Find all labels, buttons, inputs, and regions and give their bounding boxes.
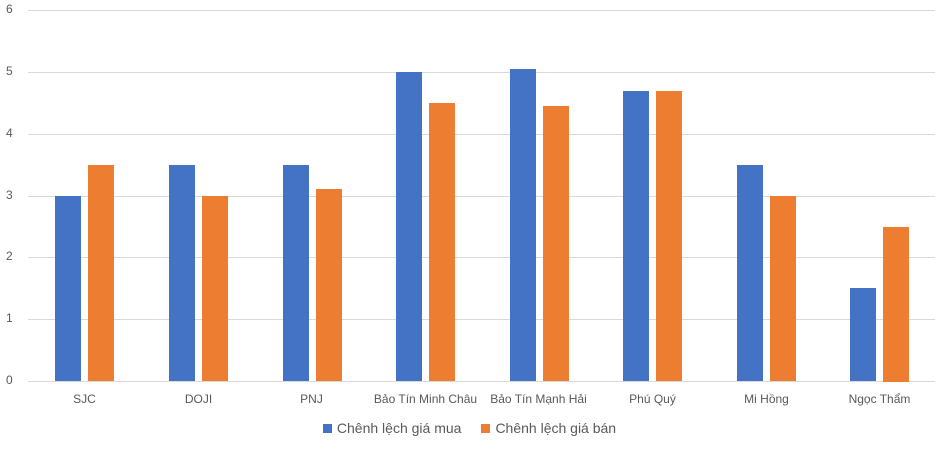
bar-buy	[55, 196, 81, 381]
x-tick-label: Mi Hồng	[744, 392, 789, 406]
legend-label: Chênh lệch giá bán	[495, 420, 617, 436]
y-tick-label: 1	[6, 311, 13, 325]
bar-buy	[396, 72, 422, 381]
gridline	[28, 257, 935, 258]
bar-sell	[883, 227, 909, 382]
y-tick-label: 3	[6, 188, 13, 202]
bar-buy	[850, 288, 876, 381]
bar-sell	[770, 196, 796, 381]
x-tick-label: PNJ	[300, 392, 323, 406]
y-tick-label: 4	[6, 126, 13, 140]
gridline	[28, 10, 935, 11]
legend: Chênh lệch giá mua Chênh lệch giá bán	[0, 420, 939, 436]
x-tick-label: DOJI	[184, 392, 213, 406]
bar-sell	[656, 91, 682, 381]
legend-swatch-icon	[322, 423, 332, 433]
bar-buy	[623, 91, 649, 381]
gridline	[28, 196, 935, 197]
gridline	[28, 381, 935, 382]
x-tick-label: SJC	[73, 392, 96, 406]
y-tick-label: 5	[6, 64, 13, 78]
y-tick-label: 0	[6, 373, 13, 387]
gridline	[28, 134, 935, 135]
bar-buy	[169, 165, 195, 381]
y-tick-label: 2	[6, 249, 13, 263]
x-tick-label: Bảo Tín Minh Châu	[373, 392, 478, 406]
legend-label: Chênh lệch giá mua	[336, 420, 462, 436]
bar-sell	[429, 103, 455, 381]
legend-swatch-icon	[481, 423, 491, 433]
legend-item: Chênh lệch giá mua	[322, 420, 462, 436]
bar-buy	[283, 165, 309, 381]
legend-item: Chênh lệch giá bán	[481, 420, 616, 436]
x-tick-label: Ngọc Thẩm	[848, 392, 911, 406]
x-tick-label: Phú Quý	[629, 392, 676, 406]
bar-buy	[737, 165, 763, 381]
gridline	[28, 319, 935, 320]
bar-sell	[543, 106, 569, 381]
x-tick-label: Bảo Tín Mạnh Hải	[490, 392, 587, 406]
bar-sell	[88, 165, 114, 381]
bar-buy	[510, 69, 536, 381]
bar-sell	[202, 196, 228, 381]
gridline	[28, 72, 935, 73]
bar-sell	[316, 189, 342, 381]
y-tick-label: 6	[6, 2, 13, 16]
